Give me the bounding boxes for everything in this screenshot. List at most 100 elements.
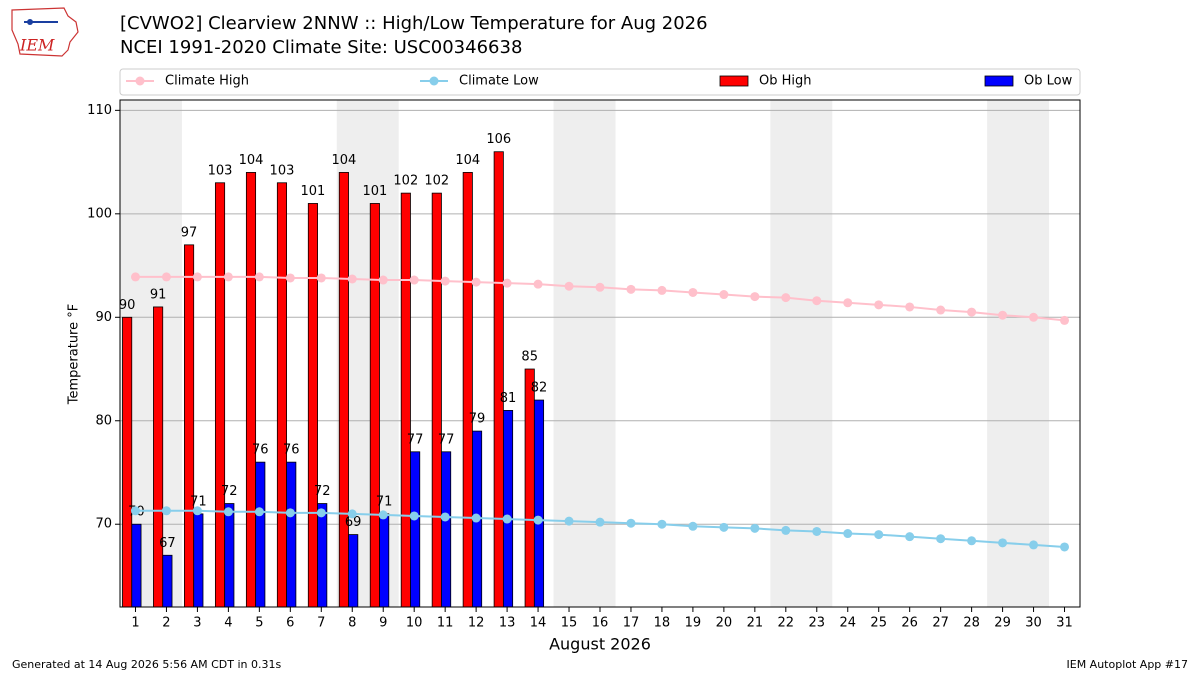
y-tick-label: 110 <box>87 103 112 118</box>
x-tick-label: 3 <box>193 616 201 631</box>
legend-marker <box>135 76 145 86</box>
bar-label: 69 <box>345 515 362 530</box>
line-marker <box>843 298 853 308</box>
x-tick-label: 30 <box>1025 616 1042 631</box>
line-marker <box>905 302 915 312</box>
line-marker <box>626 284 636 294</box>
x-tick-label: 18 <box>654 616 671 631</box>
x-tick-label: 19 <box>685 616 702 631</box>
y-tick-label: 80 <box>95 413 112 428</box>
x-tick-label: 20 <box>716 616 733 631</box>
line-marker <box>874 530 884 540</box>
line-marker <box>657 285 667 295</box>
bar-label: 77 <box>438 432 455 447</box>
line-marker <box>657 519 667 529</box>
bar <box>245 172 257 608</box>
x-tick-label: 2 <box>162 616 170 631</box>
line-marker <box>750 523 760 533</box>
legend-marker <box>429 76 439 86</box>
logo-text: IEM <box>19 36 55 55</box>
x-tick-label: 26 <box>901 616 918 631</box>
legend-label: Ob High <box>759 74 812 89</box>
line-marker <box>130 506 140 516</box>
line-marker <box>905 532 915 542</box>
line-marker <box>533 515 543 525</box>
legend-box <box>119 68 1081 96</box>
bar-label: 90 <box>119 298 136 313</box>
bar-label: 77 <box>407 432 424 447</box>
bar <box>348 534 359 608</box>
line-marker <box>316 273 326 283</box>
chart-subtitle: NCEI 1991-2020 Climate Site: USC00346638 <box>120 37 522 58</box>
line-marker <box>936 305 946 315</box>
bar-label: 102 <box>393 174 418 189</box>
line-marker <box>378 510 388 520</box>
line-marker <box>161 272 171 282</box>
line-marker <box>1060 542 1070 552</box>
bar-label: 85 <box>521 350 538 365</box>
x-tick-label: 24 <box>839 616 856 631</box>
bar <box>502 410 514 608</box>
bar-label: 104 <box>331 153 356 168</box>
bar-label: 103 <box>208 163 233 178</box>
line-marker <box>285 508 295 518</box>
line-marker <box>440 512 450 522</box>
line-marker <box>316 508 326 518</box>
bar <box>441 451 452 608</box>
bar-label: 82 <box>531 381 548 396</box>
bar <box>122 316 133 608</box>
line-marker <box>347 509 357 519</box>
bar <box>338 172 349 608</box>
bar-label: 81 <box>500 391 517 406</box>
x-tick-label: 13 <box>499 616 516 631</box>
bar-label: 79 <box>469 412 486 427</box>
bar <box>255 461 266 608</box>
line-marker <box>781 525 791 535</box>
footer-right: IEM Autoplot App #17 <box>1067 658 1189 671</box>
chart-title: [CVWO2] Clearview 2NNW :: High/Low Tempe… <box>120 13 708 34</box>
bar <box>431 192 442 608</box>
line-marker <box>533 279 543 289</box>
line-marker <box>471 277 481 287</box>
bar <box>317 503 328 608</box>
line-marker <box>440 276 450 286</box>
line-marker <box>130 272 140 282</box>
line-marker <box>1060 315 1070 325</box>
bar <box>286 461 297 608</box>
bar-label: 103 <box>270 163 295 178</box>
weekend-shade <box>987 100 1050 607</box>
line-marker <box>967 536 977 546</box>
bar <box>153 306 164 608</box>
line-marker <box>1029 312 1039 322</box>
line-marker <box>998 538 1008 548</box>
legend-label: Ob Low <box>1024 74 1073 89</box>
line-marker <box>378 275 388 285</box>
line-marker <box>595 282 605 292</box>
bar-label: 76 <box>283 443 300 458</box>
line-marker <box>843 529 853 539</box>
x-tick-label: 31 <box>1056 616 1073 631</box>
bar <box>379 513 390 608</box>
line-marker <box>564 516 574 526</box>
x-tick-label: 16 <box>592 616 609 631</box>
legend-swatch <box>984 75 1014 87</box>
line-marker <box>192 506 202 516</box>
x-tick-label: 11 <box>437 616 454 631</box>
bar-label: 72 <box>314 484 331 499</box>
x-tick-label: 15 <box>561 616 578 631</box>
weekend-shade <box>553 100 616 607</box>
line-marker <box>719 290 729 300</box>
x-tick-label: 7 <box>317 616 325 631</box>
bar <box>524 368 535 608</box>
line-marker <box>254 507 264 517</box>
bar <box>307 203 318 608</box>
logo-outline <box>11 7 79 57</box>
line-marker <box>750 292 760 302</box>
x-tick-label: 25 <box>870 616 887 631</box>
y-axis-label: Temperature °F <box>67 304 82 405</box>
x-tick-label: 5 <box>255 616 263 631</box>
bar <box>131 523 142 608</box>
bar <box>462 172 473 608</box>
bar-label: 72 <box>221 484 238 499</box>
